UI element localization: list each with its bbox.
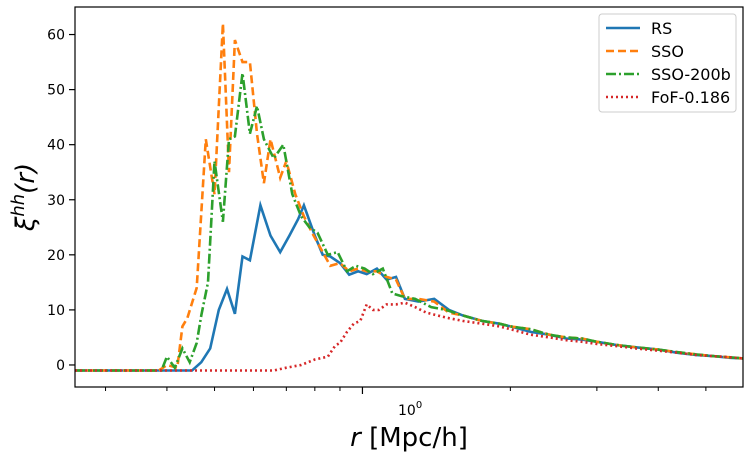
series-line-sso <box>75 23 744 372</box>
legend-box <box>598 13 737 113</box>
x-axis-ticks <box>105 387 707 394</box>
series-layer <box>75 23 744 372</box>
x-axis-label: r [Mpc/h] <box>350 423 468 453</box>
y-tick-label: 30 <box>47 193 65 209</box>
legend: RS SSO SSO-200b FoF-0.186 <box>598 13 737 113</box>
y-tick-label: 0 <box>56 358 65 374</box>
plot-frame <box>74 6 744 388</box>
y-tick-label: 60 <box>47 28 65 44</box>
legend-label-rs: RS <box>651 19 672 38</box>
legend-label-sso-200b: SSO-200b <box>651 65 731 84</box>
y-axis-label: ξhh(r) <box>8 163 41 232</box>
y-axis-ticks: 0 10 20 30 40 50 60 <box>47 28 75 374</box>
legend-label-sso: SSO <box>651 42 684 61</box>
y-tick-label: 40 <box>47 138 65 154</box>
legend-label-fof: FoF-0.186 <box>651 88 730 107</box>
y-tick-label: 10 <box>47 303 65 319</box>
y-tick-label: 20 <box>47 248 65 264</box>
x-tick-label-1: 100 <box>398 400 422 419</box>
y-tick-label: 50 <box>47 83 65 99</box>
series-line-sso-200b <box>75 72 744 372</box>
